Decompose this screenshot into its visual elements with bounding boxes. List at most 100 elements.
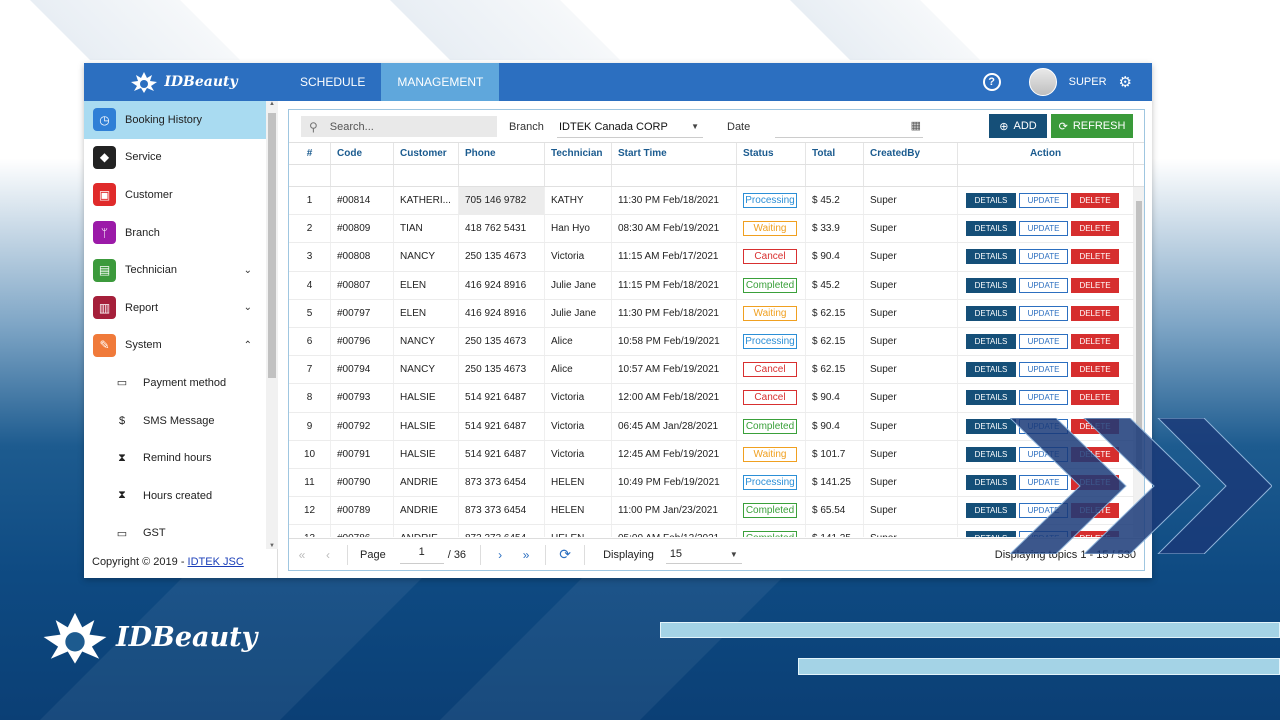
delete-button[interactable]: DELETE — [1071, 531, 1119, 537]
prev-page-icon[interactable]: ‹ — [326, 547, 330, 562]
details-button[interactable]: DETAILS — [966, 334, 1016, 350]
sidebar-subitem-hours-created[interactable]: ⧗ Hours created — [84, 477, 266, 515]
sidebar-item-service[interactable]: ◆ Service — [84, 139, 266, 177]
column-filter-cell[interactable] — [545, 165, 612, 186]
column-filter-cell[interactable] — [612, 165, 737, 186]
rows-per-page-select[interactable]: 15 ▼ — [665, 546, 742, 564]
details-button[interactable]: DETAILS — [966, 446, 1016, 462]
update-button[interactable]: UPDATE — [1019, 390, 1068, 406]
last-page-icon[interactable]: » — [522, 547, 530, 562]
tab-schedule[interactable]: SCHEDULE — [300, 75, 366, 89]
table-row[interactable]: 10 #00791 HALSIE 514 921 6487 Victoria 12:45 … — [289, 440, 1134, 469]
copyright-link[interactable]: IDTEK JSC — [187, 556, 244, 568]
page-input[interactable]: 1 — [399, 546, 444, 564]
sidebar-subitem-payment-method[interactable]: ▭ Payment method — [84, 364, 266, 402]
scroll-up-icon[interactable]: ▲ — [269, 101, 275, 107]
column-filter-cell[interactable] — [737, 165, 806, 186]
table-scrollbar[interactable] — [1134, 187, 1144, 537]
chevron-up-icon[interactable]: ⌃ — [243, 339, 252, 351]
column-filter-cell[interactable] — [806, 165, 864, 186]
details-button[interactable]: DETAILS — [966, 531, 1016, 537]
user-name[interactable]: SUPER — [1068, 76, 1107, 88]
table-row[interactable]: 7 #00794 NANCY 250 135 4673 Alice 10:57 AM Fe… — [289, 356, 1134, 385]
column-header[interactable]: CreatedBy — [864, 143, 958, 164]
table-row[interactable]: 4 #00807 ELEN 416 924 8916 Julie Jane 11:15 P… — [289, 271, 1134, 300]
update-button[interactable]: UPDATE — [1019, 249, 1068, 265]
table-row[interactable]: 12 #00789 ANDRIE 873 373 6454 HELEN 11:00 PM … — [289, 497, 1134, 526]
column-header[interactable]: Customer — [394, 143, 459, 164]
sidebar-subitem-remind-hours[interactable]: ⧗ Remind hours — [84, 439, 266, 477]
delete-button[interactable]: DELETE — [1071, 277, 1119, 293]
table-row[interactable]: 5 #00797 ELEN 416 924 8916 Julie Jane 11:30 P… — [289, 299, 1134, 328]
branch-select[interactable]: IDTEK Canada CORP ▼ — [557, 116, 703, 138]
sidebar-subitem-sms-message[interactable]: $ SMS Message — [84, 402, 266, 440]
column-header[interactable]: Start Time — [612, 143, 737, 164]
update-button[interactable]: UPDATE — [1019, 221, 1068, 237]
update-button[interactable]: UPDATE — [1019, 362, 1068, 378]
column-filter-cell[interactable] — [289, 165, 331, 186]
table-row[interactable]: 11 #00790 ANDRIE 873 373 6454 HELEN 10:49 PM … — [289, 468, 1134, 498]
update-button[interactable]: UPDATE — [1019, 305, 1068, 321]
column-header[interactable]: Code — [331, 143, 394, 164]
brand-logo[interactable]: IDBeauty — [84, 63, 284, 101]
table-row[interactable]: 3 #00808 NANCY 250 135 4673 Victoria 11:15 AM… — [289, 243, 1134, 272]
table-row[interactable]: 6 #00796 NANCY 250 135 4673 Alice 10:58 PM Fe… — [289, 327, 1134, 357]
table-row[interactable]: 13#00786ANDRIE873 373 6454HELEN05:00 AM … — [289, 525, 1134, 537]
details-button[interactable]: DETAILS — [966, 249, 1016, 265]
chevron-down-icon[interactable]: ⌄ — [243, 302, 252, 314]
details-button[interactable]: DETAILS — [966, 305, 1016, 321]
delete-button[interactable]: DELETE — [1071, 193, 1119, 209]
table-row[interactable]: 8 #00793 HALSIE 514 921 6487 Victoria 12:00 A… — [289, 384, 1134, 413]
column-header[interactable]: Action — [958, 143, 1134, 164]
help-icon[interactable]: ? — [982, 73, 1001, 91]
sidebar-subitem-gst[interactable]: ▭ GST — [84, 515, 266, 549]
sidebar-item-customer[interactable]: ▣ Customer — [84, 176, 266, 214]
details-button[interactable]: DETAILS — [966, 474, 1016, 490]
update-button[interactable]: UPDATE — [1019, 334, 1068, 350]
table-row[interactable]: 2 #00809 TIAN 418 762 5431 Han Hyo 08:30 AM F… — [289, 215, 1134, 244]
date-field[interactable]: ▦ — [775, 116, 923, 138]
details-button[interactable]: DETAILS — [966, 503, 1016, 519]
delete-button[interactable]: DELETE — [1071, 334, 1119, 350]
column-header[interactable]: Status — [737, 143, 806, 164]
update-button[interactable]: UPDATE — [1019, 193, 1068, 209]
column-header[interactable]: Total — [806, 143, 864, 164]
next-page-icon[interactable]: › — [498, 547, 503, 562]
column-header[interactable]: # — [289, 143, 331, 164]
delete-button[interactable]: DELETE — [1071, 305, 1119, 321]
column-filter-cell[interactable] — [864, 165, 958, 186]
details-button[interactable]: DETAILS — [966, 221, 1016, 237]
details-button[interactable]: DETAILS — [966, 193, 1016, 209]
table-row[interactable]: 9 #00792 HALSIE 514 921 6487 Victoria 06:45 A… — [289, 412, 1134, 441]
chevron-down-icon[interactable]: ⌄ — [243, 264, 252, 276]
column-header[interactable]: Technician — [545, 143, 612, 164]
sidebar-scrollbar[interactable]: ▲ ▼ — [266, 101, 278, 549]
refresh-button[interactable]: ⟳ REFRESH — [1051, 114, 1133, 138]
delete-button[interactable]: DELETE — [1071, 221, 1119, 237]
delete-button[interactable]: DELETE — [1071, 390, 1119, 406]
scroll-down-icon[interactable]: ▼ — [269, 543, 275, 549]
sidebar-item-report[interactable]: ▥ Report ⌄ — [84, 289, 266, 327]
avatar[interactable] — [1028, 68, 1057, 96]
update-button[interactable]: UPDATE — [1019, 474, 1068, 490]
details-button[interactable]: DETAILS — [966, 390, 1016, 406]
sidebar-item-technician[interactable]: ▤ Technician ⌄ — [84, 251, 266, 289]
search-input[interactable]: ⚲ Search... — [301, 116, 497, 137]
details-button[interactable]: DETAILS — [966, 277, 1016, 293]
add-button[interactable]: ⊕ ADD — [989, 114, 1047, 138]
scrollbar-thumb[interactable] — [1136, 201, 1142, 469]
reload-icon[interactable]: ⟳ — [559, 546, 571, 562]
sidebar-item-booking-history[interactable]: ◷ Booking History — [84, 101, 266, 139]
column-filter-cell[interactable] — [459, 165, 545, 186]
details-button[interactable]: DETAILS — [966, 362, 1016, 378]
update-button[interactable]: UPDATE — [1019, 277, 1068, 293]
column-filter-cell[interactable] — [394, 165, 459, 186]
column-header[interactable]: Phone — [459, 143, 545, 164]
sidebar-item-branch[interactable]: ᛘ Branch — [84, 214, 266, 252]
sidebar-item-system[interactable]: ✎ System ⌃ — [84, 327, 266, 365]
scrollbar-thumb[interactable] — [268, 113, 276, 378]
delete-button[interactable]: DELETE — [1071, 362, 1119, 378]
column-filter-cell[interactable] — [331, 165, 394, 186]
gear-icon[interactable]: ⚙ — [1118, 74, 1132, 91]
tab-management[interactable]: MANAGEMENT — [381, 63, 500, 101]
